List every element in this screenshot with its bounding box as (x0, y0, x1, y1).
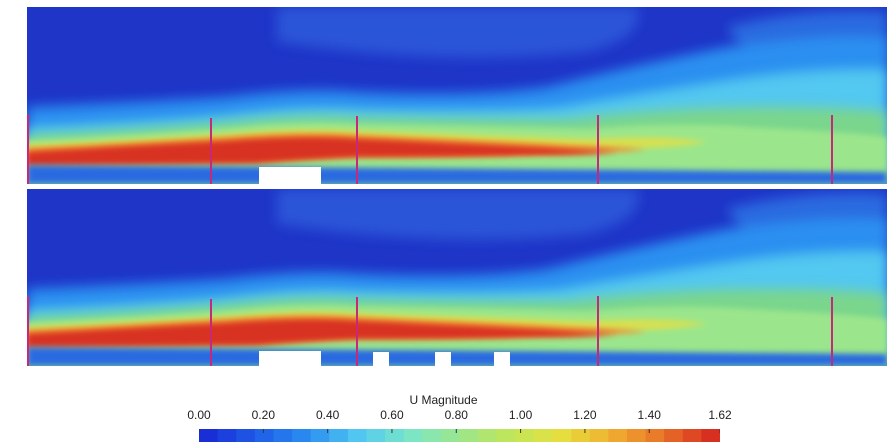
colorbar-band (645, 429, 665, 442)
colorbar-band (608, 429, 628, 442)
colorbar-band (403, 429, 423, 442)
colorbar-band (440, 429, 461, 442)
colorbar-band (533, 429, 554, 442)
colorbar-tick-label: 0.80 (444, 408, 468, 422)
colorbar-band (310, 429, 330, 442)
obstacle-block-3 (435, 352, 451, 366)
colorbar-tick-label: 0.40 (315, 408, 340, 422)
near-wall-region (27, 165, 887, 184)
colorbar-band (589, 429, 609, 442)
colorbar-band (273, 429, 293, 442)
colorbar-band (254, 429, 275, 442)
colorbar-band (701, 429, 720, 442)
colorbar-band (329, 429, 349, 442)
colorbar-tick-label: 1.00 (508, 408, 533, 422)
colorbar-band (626, 429, 647, 442)
colorbar-band (496, 429, 516, 442)
colorbar-tick-label: 1.20 (573, 408, 597, 422)
velocity-panel-top (27, 7, 887, 184)
colorbar-tick-label: 0.00 (187, 408, 211, 422)
colorbar-band (217, 429, 237, 442)
colorbar-tick-label: 0.20 (251, 408, 275, 422)
colorbar (199, 429, 720, 442)
colorbar-band (515, 429, 535, 442)
colorbar-band (292, 429, 312, 442)
colorbar-band (236, 429, 256, 442)
colorbar-tick-label: 1.40 (637, 408, 661, 422)
colorbar-band (682, 429, 702, 442)
obstacle-block-2 (373, 352, 389, 366)
obstacle-block-1 (259, 351, 321, 366)
colorbar-band (664, 429, 684, 442)
colorbar-band (552, 429, 572, 442)
velocity-contour-top (27, 7, 887, 184)
colorbar-tick-label: 0.60 (380, 408, 404, 422)
near-wall-region (27, 347, 887, 366)
colorbar-band (422, 429, 442, 442)
velocity-contour-bottom (27, 189, 887, 366)
colorbar-band (199, 429, 219, 442)
red-jet-core (27, 137, 617, 165)
colorbar-band (347, 429, 368, 442)
velocity-panel-bottom (27, 189, 887, 366)
red-jet-core (27, 319, 617, 347)
colorbar-tick-label: 1.62 (708, 408, 732, 422)
colorbar-band (459, 429, 479, 442)
upper-light-region (277, 7, 639, 58)
upper-light-region (277, 189, 639, 240)
obstacle-block (259, 167, 321, 184)
colorbar-band (366, 429, 386, 442)
colorbar-band (478, 429, 498, 442)
colorbar-band (385, 429, 405, 442)
colorbar-title: U Magnitude (409, 393, 478, 407)
obstacle-block-4 (494, 352, 510, 366)
colorbar-band (571, 429, 591, 442)
